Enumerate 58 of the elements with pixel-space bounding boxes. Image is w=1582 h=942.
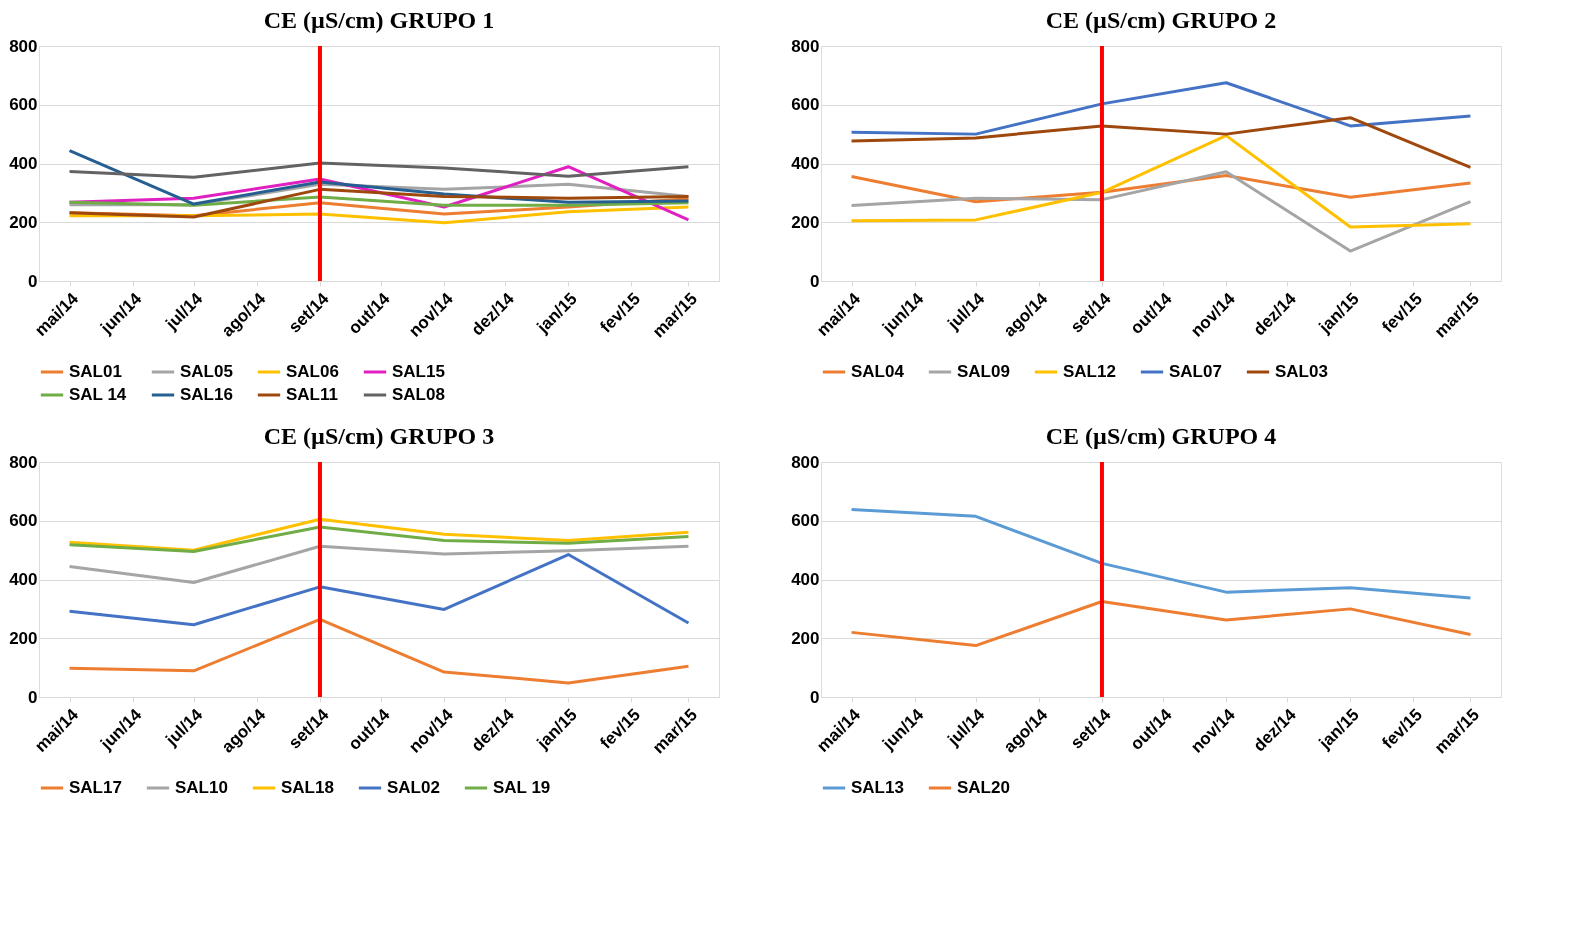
- line-series: [68, 553, 690, 627]
- legend-label: SAL13: [851, 778, 904, 797]
- legend-label: SAL20: [957, 778, 1010, 797]
- legend-label: SAL08: [392, 385, 445, 404]
- legend-label: SAL11: [286, 385, 338, 404]
- legend-label: SAL16: [180, 385, 233, 404]
- y-tick-label: 600: [9, 95, 38, 115]
- y-tick-label: 0: [810, 687, 820, 707]
- y-tick-label: 0: [28, 687, 38, 707]
- legend-label: SAL17: [69, 778, 122, 797]
- line-series: [68, 195, 690, 207]
- legend-label: SAL 14: [69, 385, 127, 404]
- y-tick-label: 600: [9, 511, 38, 531]
- y-tick-label: 800: [9, 452, 38, 472]
- chart-title: CE (µS/cm) GRUPO 1: [263, 7, 495, 33]
- chart-title: CE (µS/cm) GRUPO 3: [263, 423, 495, 449]
- legend-label: SAL10: [175, 778, 228, 797]
- chart-title: CE (µS/cm) GRUPO 4: [1045, 423, 1277, 449]
- y-tick-label: 200: [791, 628, 820, 648]
- legend-label: SAL03: [1275, 362, 1328, 381]
- y-tick-label: 0: [28, 271, 38, 291]
- legend-label: SAL05: [180, 362, 233, 381]
- line-series: [850, 600, 1472, 648]
- y-tick-label: 800: [791, 452, 820, 472]
- y-tick-label: 0: [810, 271, 820, 291]
- y-tick-label: 600: [791, 95, 820, 115]
- legend-label: SAL 19: [493, 778, 551, 797]
- y-tick-label: 400: [9, 570, 38, 589]
- line-series: [850, 170, 1472, 253]
- legend-label: SAL15: [392, 362, 445, 381]
- legend-label: SAL12: [1063, 362, 1116, 381]
- legend-label: SAL01: [69, 362, 122, 381]
- line-series: [68, 525, 690, 554]
- line-series: [68, 617, 690, 685]
- line-series: [68, 161, 690, 179]
- legend-label: SAL04: [851, 362, 905, 381]
- y-tick-label: 200: [9, 212, 38, 232]
- y-tick-label: 400: [791, 154, 820, 173]
- legend-label: SAL02: [387, 778, 440, 797]
- legend-label: SAL18: [281, 778, 334, 797]
- line-series: [850, 134, 1472, 229]
- legend-label: SAL07: [1169, 362, 1222, 381]
- y-tick-label: 800: [9, 36, 38, 56]
- chart-title: CE (µS/cm) GRUPO 2: [1045, 7, 1277, 33]
- line-series: [850, 116, 1472, 169]
- y-tick-label: 200: [791, 212, 820, 232]
- line-series: [68, 544, 690, 584]
- line-series: [68, 187, 690, 219]
- y-tick-label: 400: [791, 570, 820, 589]
- y-tick-label: 600: [791, 511, 820, 531]
- line-series: [68, 517, 690, 552]
- legend-label: SAL06: [286, 362, 339, 381]
- y-tick-label: 400: [9, 154, 38, 173]
- y-tick-label: 200: [9, 628, 38, 648]
- line-series: [850, 508, 1472, 600]
- y-tick-label: 800: [791, 36, 820, 56]
- line-series: [850, 81, 1472, 136]
- legend-label: SAL09: [957, 362, 1010, 381]
